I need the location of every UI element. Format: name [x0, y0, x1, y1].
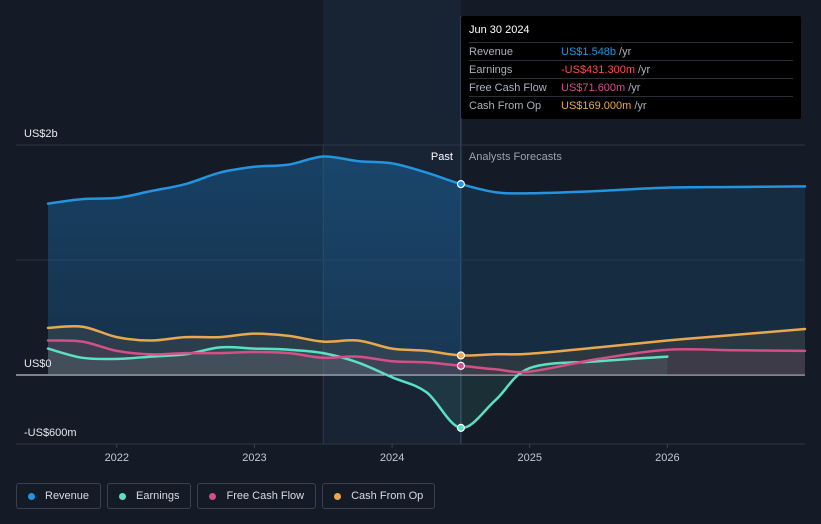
legend-label: Cash From Op	[351, 490, 424, 502]
tooltip-unit: /yr	[619, 45, 632, 58]
legend: Revenue Earnings Free Cash Flow Cash Fro…	[16, 483, 436, 509]
earnings-line	[46, 345, 669, 430]
legend-item-revenue[interactable]: Revenue	[16, 483, 102, 509]
tooltip-unit: /yr	[638, 63, 651, 76]
legend-label: Revenue	[45, 490, 90, 502]
tooltip-row-free-cash-flow: Free Cash Flow US$71.600m /yr	[469, 78, 793, 96]
past-label: Past	[431, 151, 453, 163]
legend-item-earnings[interactable]: Earnings	[107, 483, 192, 509]
cash-from-op-line	[46, 324, 807, 357]
tooltip-date: Jun 30 2024	[469, 24, 530, 36]
cash-from-op-marker	[456, 351, 466, 360]
tooltip-unit: /yr	[628, 81, 641, 94]
free-cash-flow-dot-icon	[209, 492, 217, 500]
y-tick-label: US$2b	[24, 128, 58, 140]
tooltip-row-cash-from-op: Cash From Op US$169.000m /yr	[469, 96, 793, 114]
legend-item-cash-from-op[interactable]: Cash From Op	[322, 483, 436, 509]
x-tick-label: 2022	[105, 452, 129, 464]
y-tick-label: US$0	[24, 358, 52, 370]
forecast-label: Analysts Forecasts	[469, 151, 562, 163]
earnings-area	[48, 347, 668, 428]
tooltip-label: Free Cash Flow	[469, 81, 547, 94]
cash-from-op-dot-icon	[334, 492, 342, 500]
tooltip: Jun 30 2024 Revenue US$1.548b /yr Earnin…	[461, 16, 801, 119]
x-tick-label: 2024	[380, 452, 404, 464]
x-tick-label: 2025	[517, 452, 541, 464]
tooltip-label: Cash From Op	[469, 99, 542, 112]
tooltip-value: US$169.000m	[561, 99, 632, 112]
revenue-marker	[456, 180, 466, 189]
revenue-dot-icon	[28, 492, 35, 500]
cash-from-op-area	[48, 326, 805, 375]
legend-label: Earnings	[136, 490, 180, 502]
free-cash-flow-marker	[456, 361, 466, 370]
earnings-marker	[456, 423, 466, 432]
legend-item-free-cash-flow[interactable]: Free Cash Flow	[197, 483, 317, 509]
revenue-area-forecast	[460, 184, 805, 375]
earnings-dot-icon	[119, 492, 127, 500]
free-cash-flow-area	[48, 340, 805, 375]
y-tick-label: -US$600m	[24, 427, 77, 439]
tooltip-unit: /yr	[634, 99, 647, 112]
tooltip-value: -US$431.300m	[561, 63, 635, 76]
revenue-line	[46, 155, 807, 205]
x-tick-label: 2026	[655, 452, 679, 464]
x-tick-label: 2023	[242, 452, 266, 464]
revenue-area-past	[48, 156, 461, 375]
free-cash-flow-line	[46, 339, 807, 374]
tooltip-value: US$71.600m	[561, 81, 626, 94]
tooltip-label: Revenue	[469, 45, 514, 58]
tooltip-label: Earnings	[469, 63, 513, 76]
legend-label: Free Cash Flow	[226, 490, 305, 502]
tooltip-row-earnings: Earnings -US$431.300m /yr	[469, 60, 793, 78]
tooltip-row-revenue: Revenue US$1.548b /yr	[469, 42, 793, 60]
tooltip-value: US$1.548b	[561, 45, 617, 58]
